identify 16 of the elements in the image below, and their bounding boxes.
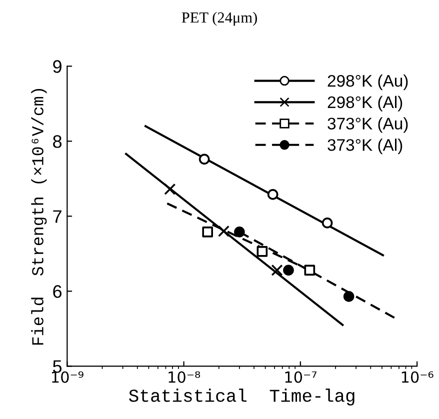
y-tick-label: 9 bbox=[53, 60, 62, 73]
x-axis-title: Statistical Time-lag bbox=[129, 388, 354, 406]
chart-title: PET (24μm) bbox=[182, 12, 257, 26]
x-tick-label: 10⁻⁶ bbox=[402, 371, 434, 383]
legend-label: 298°K (Al) bbox=[328, 96, 402, 112]
y-tick-label: 5 bbox=[52, 360, 62, 373]
x-tick-label: 10⁻⁹ bbox=[52, 371, 84, 383]
y-tick-label: 8 bbox=[53, 135, 62, 148]
legend-label: 298°K (Au) bbox=[328, 74, 408, 90]
legend-label: 373°K (Au) bbox=[328, 117, 408, 133]
x-tick-label: 10⁻⁸ bbox=[168, 371, 200, 383]
y-tick-label: 7 bbox=[53, 210, 62, 223]
y-axis-title: Field Strength (×10⁶V/cm) bbox=[31, 88, 47, 345]
legend-label: 373°K (Al) bbox=[328, 138, 402, 154]
y-tick-label: 6 bbox=[53, 285, 62, 298]
x-tick-label: 10⁻⁷ bbox=[285, 371, 317, 383]
